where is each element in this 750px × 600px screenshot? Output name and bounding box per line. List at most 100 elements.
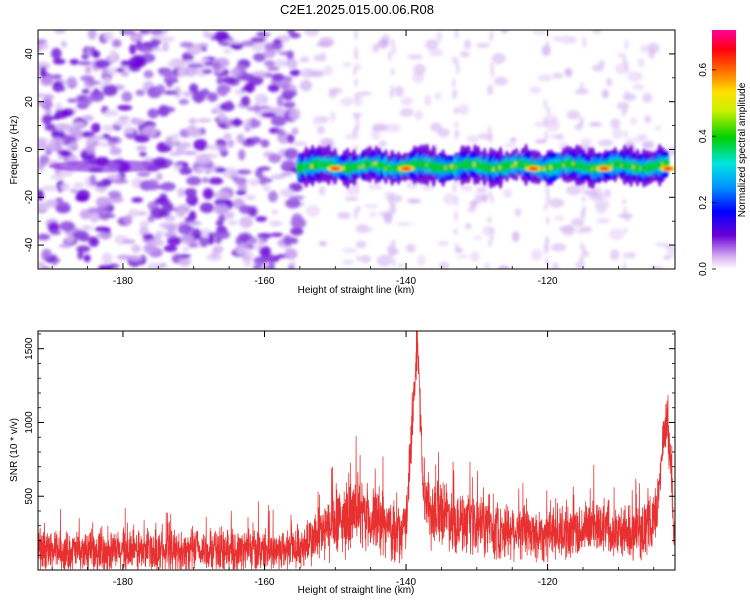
noise-blob — [128, 209, 140, 218]
noise-streak — [354, 51, 359, 61]
spectrogram-y-axis-label: Frequency (Hz) — [9, 116, 20, 185]
noise-blob — [580, 226, 593, 233]
snr-frame — [37, 330, 676, 571]
noise-blob — [196, 118, 212, 123]
noise-blob — [182, 91, 193, 97]
noise-blob — [413, 63, 426, 75]
noise-streak — [545, 40, 550, 49]
y-tick-label: -40 — [24, 237, 35, 252]
noise-blob — [135, 118, 146, 126]
noise-blob — [76, 245, 91, 253]
noise-blob — [595, 202, 607, 215]
noise-blob — [177, 224, 193, 235]
noise-blob — [469, 251, 480, 262]
noise-blob — [289, 195, 305, 200]
noise-blob — [80, 131, 96, 138]
noise-streak — [579, 116, 584, 128]
noise-blob — [312, 70, 324, 78]
noise-blob — [41, 114, 52, 125]
noise-blob — [55, 201, 71, 214]
noise-blob — [564, 68, 573, 78]
noise-streak — [624, 90, 629, 99]
noise-blob — [162, 41, 169, 52]
noise-streak — [388, 50, 392, 61]
noise-streak — [582, 245, 586, 254]
noise-blob — [80, 75, 95, 82]
noise-blob — [466, 134, 479, 143]
noise-blob — [49, 174, 65, 180]
spectrogram-signal-band — [48, 143, 675, 190]
colorbar-ticks: 0.0 0.2 0.4 0.6 — [698, 62, 716, 276]
noise-blob — [186, 192, 194, 200]
noise-streak — [545, 216, 550, 225]
noise-blob — [218, 214, 226, 223]
noise-streak — [452, 182, 457, 194]
noise-blob — [89, 212, 100, 223]
noise-streak — [392, 45, 396, 55]
noise-blob — [72, 230, 86, 239]
noise-blob — [281, 159, 297, 169]
noise-blob — [139, 30, 151, 35]
noise-blob — [417, 254, 426, 267]
noise-blob — [467, 207, 477, 213]
noise-blob — [38, 261, 46, 269]
noise-blob — [259, 246, 271, 257]
noise-blob — [236, 133, 245, 144]
noise-blob — [537, 74, 553, 82]
noise-blob — [566, 185, 582, 196]
noise-blob — [147, 108, 159, 119]
noise-blob — [246, 106, 262, 111]
noise-blob — [561, 224, 576, 236]
y-tick-label: -20 — [24, 190, 35, 205]
noise-blob — [596, 217, 611, 224]
noise-streak — [487, 125, 492, 135]
noise-blob — [270, 232, 284, 237]
noise-blob — [424, 39, 439, 51]
noise-blob — [622, 92, 637, 102]
noise-blob — [64, 236, 75, 244]
noise-blob — [88, 236, 99, 247]
noise-blob — [289, 108, 301, 120]
snr-x-axis: -180 -160 -140 -120 — [51, 331, 655, 588]
noise-blob — [491, 52, 506, 64]
noise-blob — [266, 66, 280, 71]
noise-blob — [139, 151, 147, 157]
noise-blob — [640, 44, 649, 53]
noise-blob — [205, 144, 221, 151]
noise-blob — [287, 264, 295, 269]
noise-blob — [257, 236, 265, 246]
noise-blob — [177, 65, 187, 78]
noise-streak — [623, 227, 628, 234]
noise-streak — [489, 83, 493, 96]
noise-blob — [591, 64, 605, 72]
noise-blob — [273, 107, 286, 119]
noise-blob — [147, 215, 155, 223]
noise-blob — [240, 87, 252, 92]
noise-streak — [622, 198, 626, 205]
noise-streak — [621, 107, 626, 117]
noise-blob — [135, 89, 146, 97]
noise-blob — [239, 205, 253, 214]
noise-blob — [38, 137, 48, 144]
colorbar-tick-label: 0.4 — [698, 129, 709, 143]
noise-blob — [280, 172, 293, 177]
noise-streak — [487, 215, 492, 224]
noise-blob — [253, 52, 266, 62]
noise-blob — [469, 200, 478, 209]
noise-blob — [270, 174, 286, 180]
noise-blob — [610, 118, 621, 129]
noise-blob — [214, 191, 230, 200]
x-tick-label: -180 — [113, 577, 133, 588]
noise-blob — [553, 36, 561, 42]
noise-streak — [490, 196, 494, 204]
noise-blob — [649, 265, 665, 269]
noise-blob — [227, 220, 238, 226]
noise-blob — [456, 254, 468, 259]
noise-blob — [188, 221, 202, 226]
noise-blob — [632, 83, 645, 91]
noise-blob — [123, 214, 133, 225]
noise-blob — [548, 198, 565, 208]
noise-blob — [180, 254, 191, 259]
noise-blob — [44, 123, 57, 132]
noise-blob — [104, 67, 120, 75]
